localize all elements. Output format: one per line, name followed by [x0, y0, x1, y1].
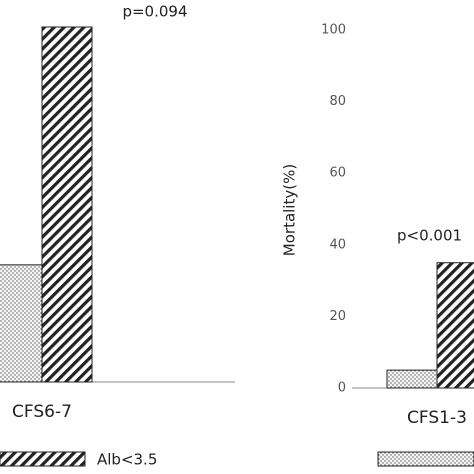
legend-label: Alb<3.5 [97, 451, 157, 469]
y-tick-label: 20 [329, 309, 346, 324]
legend-swatch [0, 451, 86, 467]
y-tick-label: 40 [329, 237, 346, 252]
y-axis-label: Mortality(%) [281, 164, 299, 256]
y-tick-label: 60 [329, 166, 346, 181]
bar [436, 262, 474, 389]
bar [41, 26, 93, 383]
y-tick-label: 100 [321, 23, 346, 38]
annotation: p<0.001 [397, 227, 462, 245]
x-tick-label: CFS6-7 [12, 402, 72, 422]
bar [0, 264, 43, 383]
annotation: p=0.094 [122, 3, 187, 21]
y-tick-label: 80 [329, 94, 346, 109]
x-tick-label: CFS1-3 [407, 408, 467, 428]
legend-swatch [377, 451, 474, 467]
y-tick-label: 0 [338, 381, 346, 396]
bar [386, 369, 438, 389]
